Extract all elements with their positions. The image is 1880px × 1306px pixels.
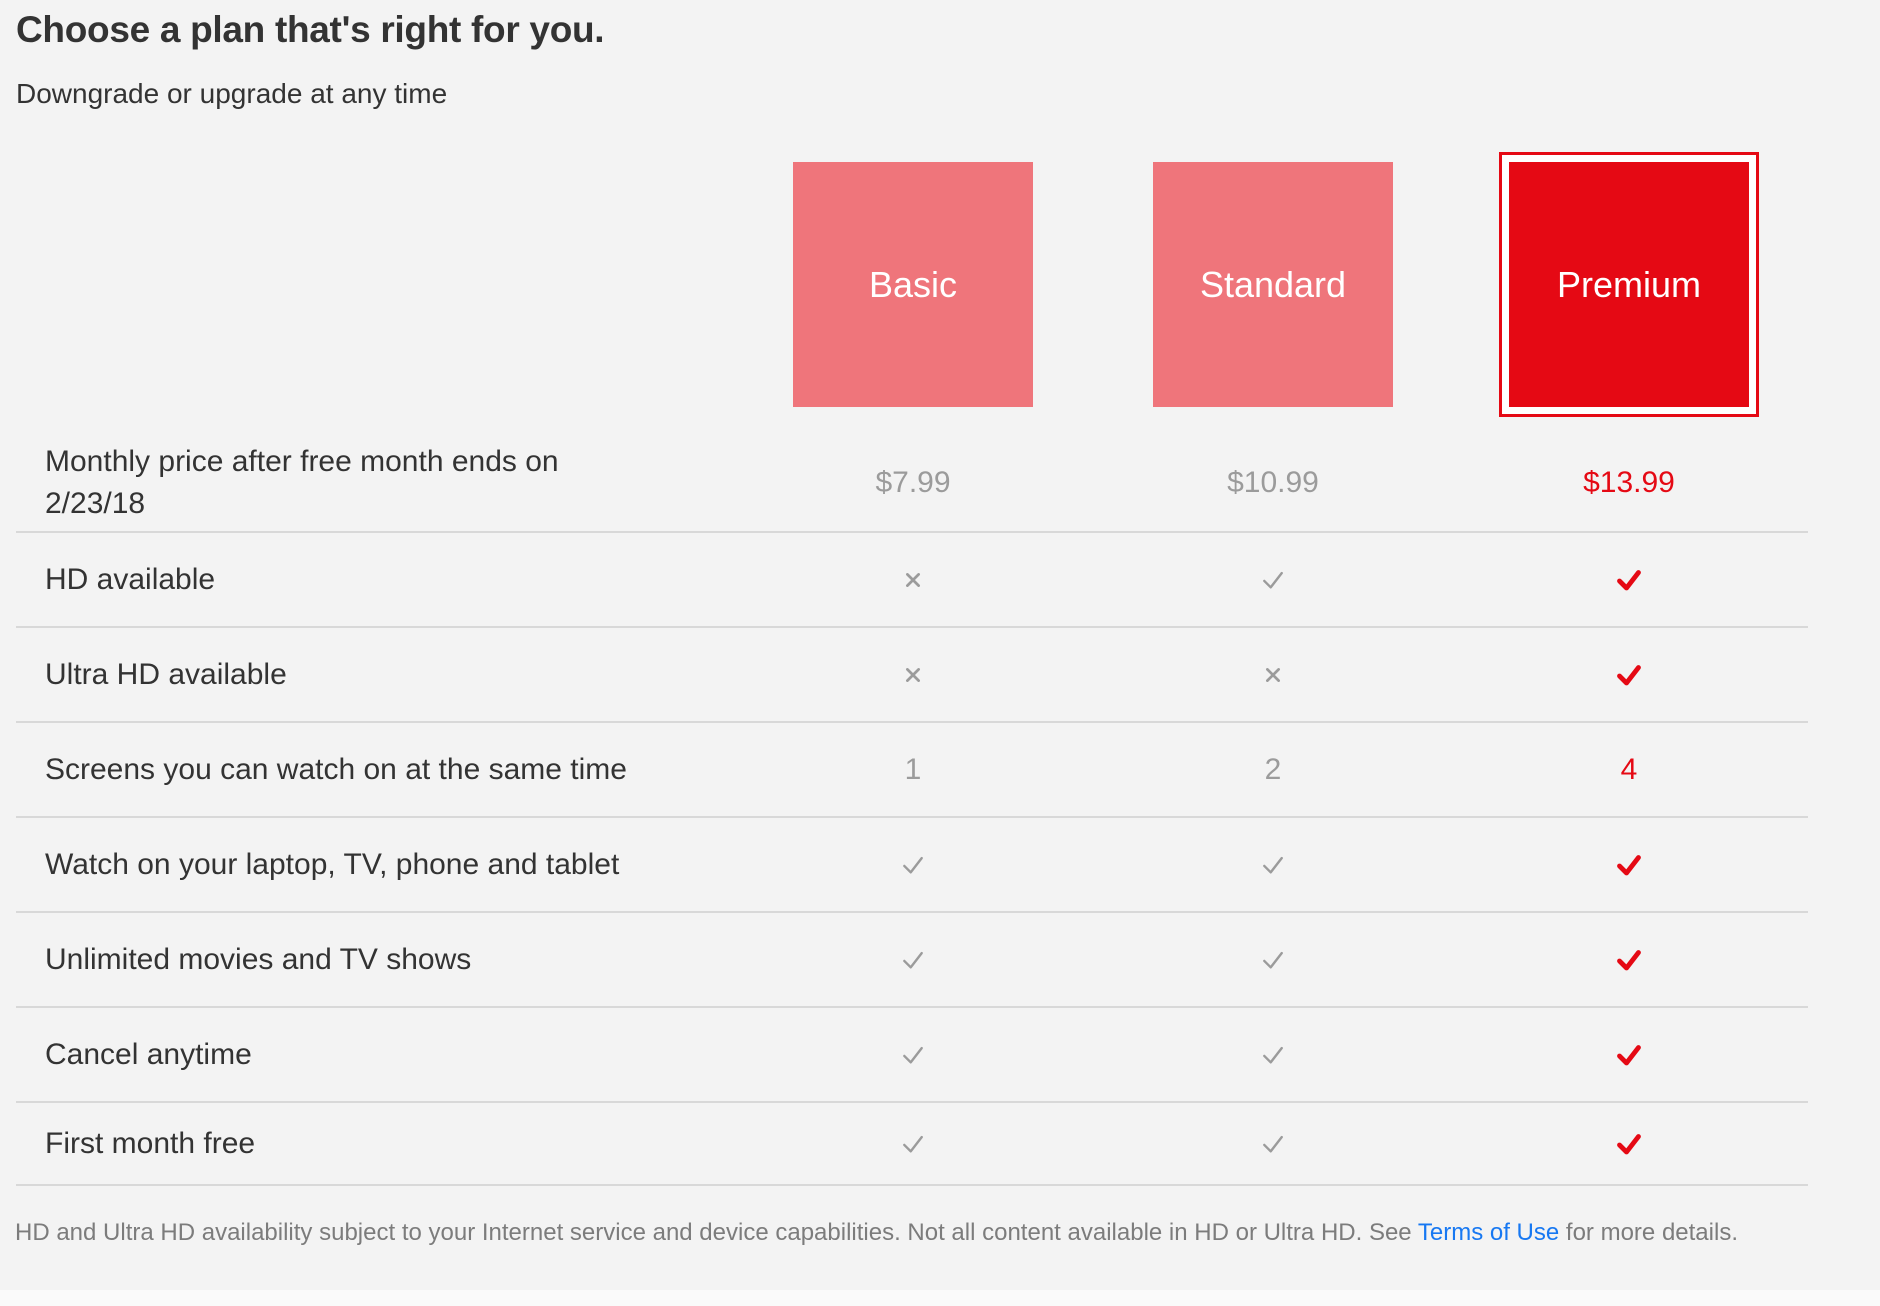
table-row-free-month: First month free bbox=[0, 1103, 1880, 1184]
cell-standard bbox=[1153, 913, 1393, 1006]
row-divider bbox=[16, 911, 1808, 913]
cell-standard bbox=[1153, 533, 1393, 626]
cell-basic bbox=[793, 1103, 1033, 1184]
row-divider bbox=[16, 1006, 1808, 1008]
cell-premium bbox=[1509, 913, 1749, 1006]
row-divider bbox=[16, 721, 1808, 723]
cell-standard: 2 bbox=[1264, 752, 1282, 786]
plan-premium-label: Premium bbox=[1556, 263, 1702, 305]
check-icon bbox=[1617, 664, 1641, 685]
cell-premium: $13.99 bbox=[1583, 466, 1675, 499]
row-divider bbox=[16, 531, 1808, 533]
cell-standard bbox=[1153, 818, 1393, 911]
table-row-price: Monthly price after free month ends on 2… bbox=[0, 435, 1880, 531]
cell-basic bbox=[793, 628, 1033, 721]
cell-premium bbox=[1509, 818, 1749, 911]
row-divider bbox=[16, 1101, 1808, 1103]
row-divider bbox=[16, 626, 1808, 628]
row-label: First month free bbox=[45, 1126, 256, 1160]
check-icon bbox=[903, 951, 923, 969]
check-icon bbox=[903, 1046, 923, 1064]
table-row-ultra-hd: Ultra HD available bbox=[0, 628, 1880, 721]
row-divider bbox=[16, 1184, 1808, 1186]
footnote-text-before: HD and Ultra HD availability subject to … bbox=[15, 1219, 1418, 1246]
check-icon bbox=[1263, 571, 1283, 589]
check-icon bbox=[1263, 1046, 1283, 1064]
check-icon bbox=[903, 1135, 923, 1153]
cell-basic bbox=[793, 913, 1033, 1006]
page-bottom-strip bbox=[0, 1290, 1880, 1306]
cell-standard bbox=[1153, 628, 1393, 721]
plan-option-basic[interactable]: Basic bbox=[793, 162, 1033, 407]
plan-option-standard[interactable]: Standard bbox=[1153, 162, 1393, 407]
row-label: Watch on your laptop, TV, phone and tabl… bbox=[45, 847, 620, 881]
cell-standard bbox=[1153, 1103, 1393, 1184]
check-icon bbox=[1617, 854, 1641, 875]
page-header: Choose a plan that's right for you. Down… bbox=[16, 8, 605, 110]
cell-premium: 4 bbox=[1620, 752, 1638, 786]
row-label: Screens you can watch on at the same tim… bbox=[45, 752, 627, 786]
table-row-unlimited: Unlimited movies and TV shows bbox=[0, 913, 1880, 1006]
cell-basic bbox=[793, 818, 1033, 911]
footnote: HD and Ultra HD availability subject to … bbox=[15, 1216, 1738, 1250]
row-label: Unlimited movies and TV shows bbox=[45, 942, 472, 976]
check-icon bbox=[1263, 951, 1283, 969]
cross-icon bbox=[1266, 667, 1280, 682]
cell-premium bbox=[1509, 628, 1749, 721]
check-icon bbox=[1617, 949, 1641, 970]
cross-icon bbox=[906, 667, 920, 682]
page-subtitle: Downgrade or upgrade at any time bbox=[16, 78, 448, 110]
check-icon bbox=[1263, 856, 1283, 874]
cell-standard bbox=[1153, 1008, 1393, 1101]
check-icon bbox=[903, 856, 923, 874]
footnote-text-after: for more details. bbox=[1559, 1219, 1738, 1246]
check-icon bbox=[1617, 569, 1641, 590]
plan-premium-selected-box: Premium bbox=[1509, 162, 1749, 407]
cross-icon bbox=[906, 572, 920, 587]
cell-basic: 1 bbox=[904, 752, 922, 786]
row-label: HD available bbox=[45, 562, 216, 596]
check-icon bbox=[1617, 1133, 1641, 1154]
plan-basic-label: Basic bbox=[868, 263, 958, 305]
row-label: Cancel anytime bbox=[45, 1037, 252, 1071]
table-row-cancel: Cancel anytime bbox=[0, 1008, 1880, 1101]
cell-premium bbox=[1509, 1103, 1749, 1184]
table-row-devices: Watch on your laptop, TV, phone and tabl… bbox=[0, 818, 1880, 911]
row-label: Monthly price after free month ends on 2… bbox=[45, 445, 559, 520]
row-label: Ultra HD available bbox=[45, 657, 287, 691]
check-icon bbox=[1263, 1135, 1283, 1153]
cell-premium bbox=[1509, 533, 1749, 626]
plan-option-premium[interactable]: Premium bbox=[1499, 152, 1759, 417]
terms-of-use-link[interactable]: Terms of Use bbox=[1417, 1219, 1560, 1246]
table-row-screens: Screens you can watch on at the same tim… bbox=[0, 723, 1880, 816]
check-icon bbox=[1617, 1044, 1641, 1065]
page-title: Choose a plan that's right for you. bbox=[16, 9, 605, 50]
cell-premium bbox=[1509, 1008, 1749, 1101]
row-divider bbox=[16, 816, 1808, 818]
cell-standard: $10.99 bbox=[1227, 466, 1319, 499]
cell-basic: $7.99 bbox=[875, 466, 951, 499]
plan-standard-label: Standard bbox=[1199, 263, 1347, 305]
cell-basic bbox=[793, 533, 1033, 626]
cell-basic bbox=[793, 1008, 1033, 1101]
table-row-hd: HD available bbox=[0, 533, 1880, 626]
plan-comparison-table: Monthly price after free month ends on 2… bbox=[0, 435, 1880, 1186]
